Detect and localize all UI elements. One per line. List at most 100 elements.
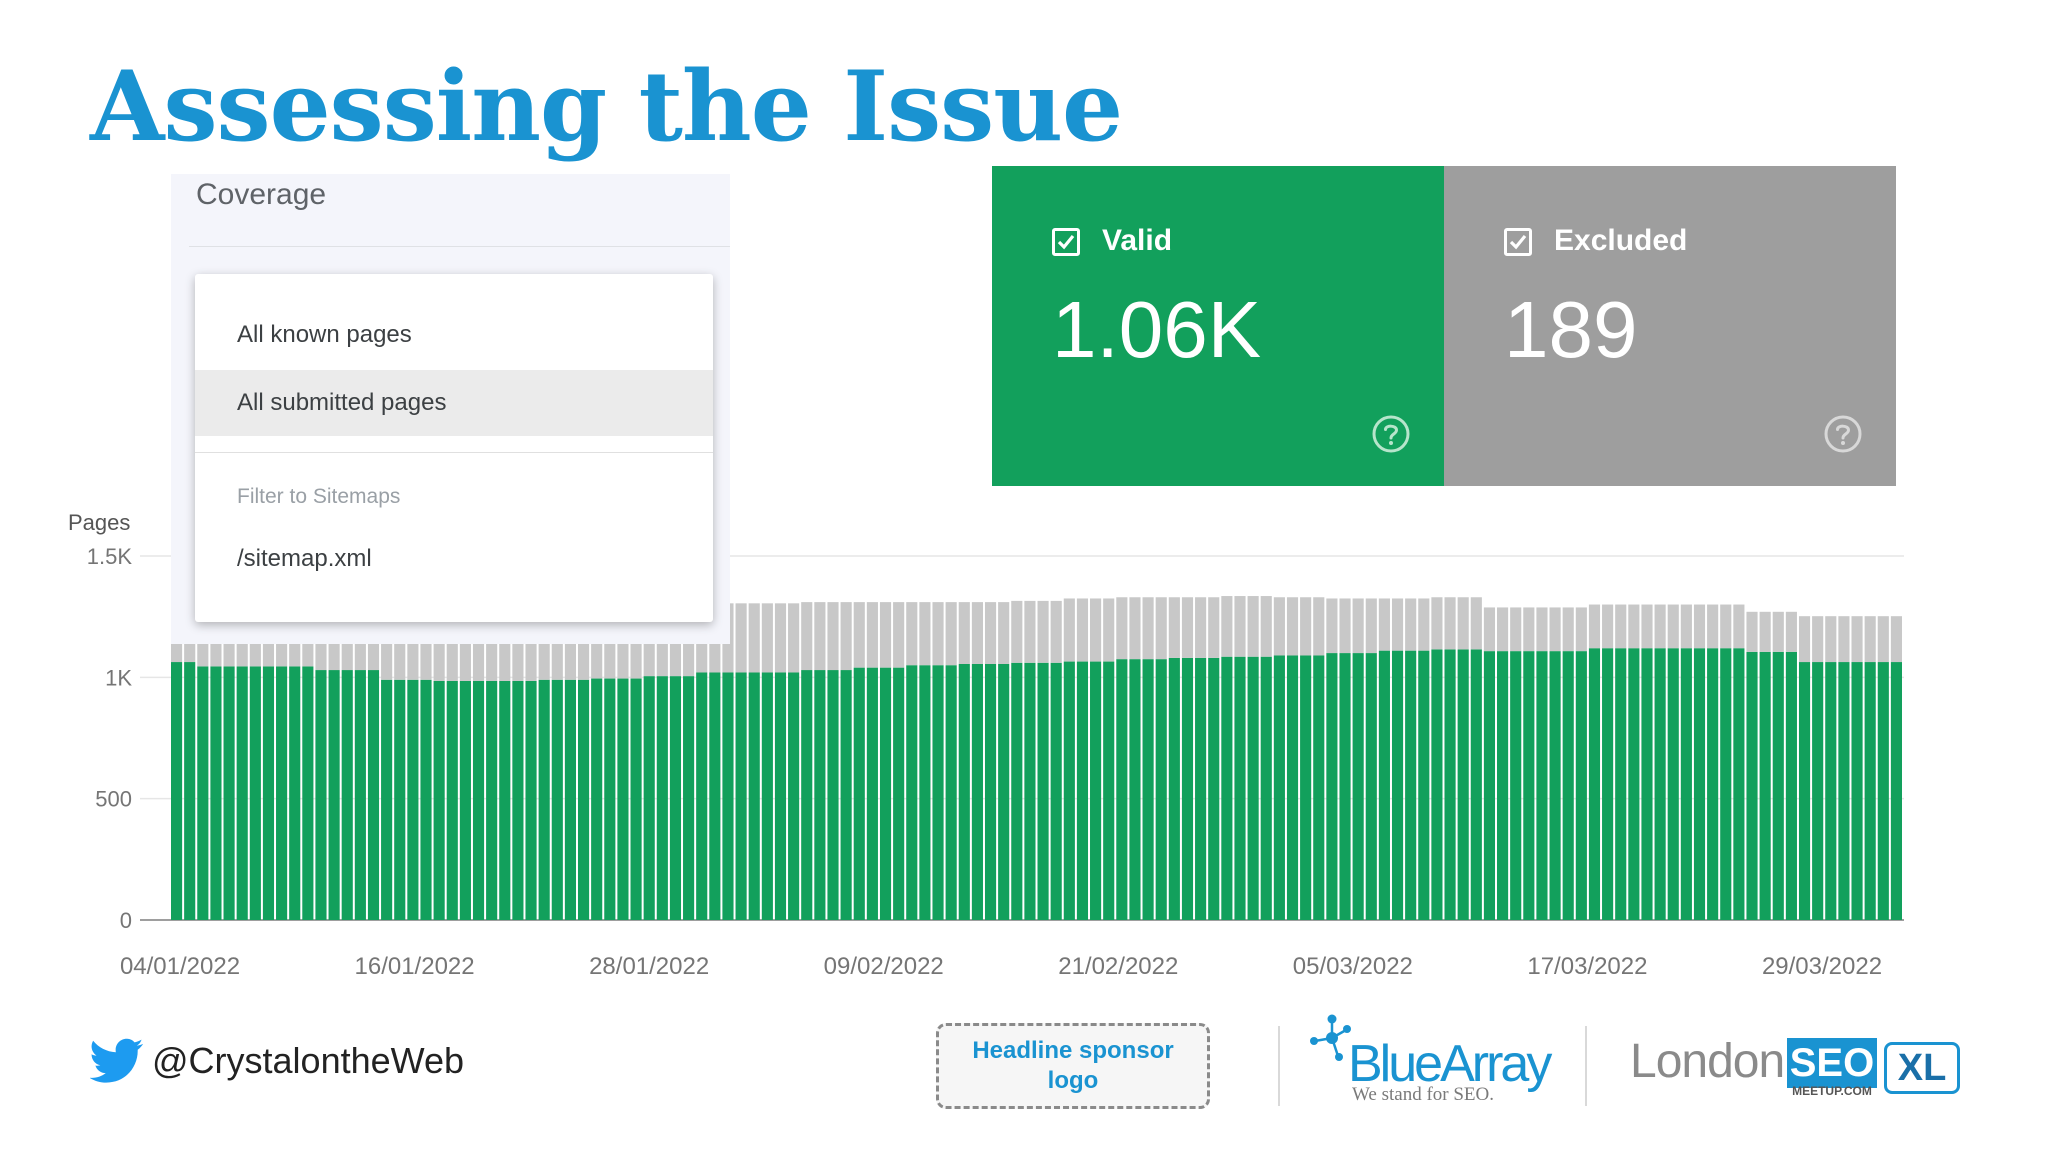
valid-bar xyxy=(223,666,235,920)
x-tick-label: 05/03/2022 xyxy=(1293,953,1413,980)
valid-bar xyxy=(1641,648,1653,920)
coverage-title: Coverage xyxy=(196,178,327,211)
valid-bar xyxy=(591,678,603,920)
valid-bar xyxy=(1300,655,1312,920)
valid-bar xyxy=(1602,648,1614,920)
excluded-bar xyxy=(1654,604,1666,649)
bluearray-logo-icon xyxy=(1310,1014,1351,1061)
valid-bar xyxy=(617,678,629,920)
valid-bar xyxy=(669,676,682,920)
valid-bar xyxy=(893,667,905,920)
valid-bar xyxy=(184,662,196,920)
excluded-bar xyxy=(1103,598,1115,662)
valid-bar xyxy=(643,676,655,920)
excluded-bar xyxy=(1024,600,1036,663)
valid-bar xyxy=(1260,656,1272,920)
excluded-bar xyxy=(577,643,590,680)
excluded-bar xyxy=(551,643,563,680)
excluded-bar xyxy=(394,643,406,680)
coverage-dropdown-menu: All known pages All submitted pages Filt… xyxy=(195,274,713,622)
excluded-bar xyxy=(1129,597,1141,660)
excluded-bar xyxy=(1497,607,1509,652)
valid-bar xyxy=(577,679,590,920)
x-tick-label: 28/01/2022 xyxy=(589,953,709,980)
valid-bar xyxy=(932,665,944,920)
valid-bar xyxy=(1562,651,1574,920)
menu-item-sitemap[interactable]: /sitemap.xml xyxy=(237,545,372,572)
valid-bar xyxy=(722,672,734,920)
valid-bar xyxy=(1378,650,1390,920)
valid-bar xyxy=(1667,648,1679,920)
excluded-bar xyxy=(249,639,261,667)
excluded-bar xyxy=(538,643,550,680)
valid-bar xyxy=(367,670,380,920)
valid-checkbox-icon[interactable] xyxy=(1052,228,1080,256)
excluded-bar xyxy=(840,602,852,671)
excluded-bar xyxy=(735,603,747,673)
excluded-bar xyxy=(1470,597,1482,650)
help-circle-icon[interactable] xyxy=(1371,414,1411,454)
valid-bar xyxy=(525,680,537,920)
valid-bar xyxy=(827,670,839,920)
valid-bar xyxy=(210,666,222,920)
excluded-bar xyxy=(1208,597,1220,658)
y-tick-label: 500 xyxy=(95,787,132,812)
excluded-bar xyxy=(1785,611,1797,652)
excluded-bar xyxy=(1588,604,1601,649)
excluded-bar xyxy=(1707,604,1719,649)
valid-bar xyxy=(1864,662,1876,920)
valid-bar xyxy=(604,678,616,920)
valid-bar xyxy=(1418,650,1430,920)
excluded-bar xyxy=(459,643,471,681)
y-tick-label: 0 xyxy=(120,908,132,933)
excluded-bar xyxy=(1011,600,1023,663)
valid-bar xyxy=(1575,651,1587,920)
help-circle-icon[interactable] xyxy=(1823,414,1863,454)
valid-bar xyxy=(1391,650,1404,920)
valid-bar xyxy=(984,663,997,920)
valid-bar xyxy=(1050,662,1062,920)
excluded-bar xyxy=(315,643,327,671)
excluded-bar xyxy=(1602,604,1614,649)
excluded-bar xyxy=(223,639,235,667)
londonseo-london-text: London xyxy=(1630,1035,1785,1088)
chart-bars xyxy=(171,596,1902,920)
excluded-bar xyxy=(472,643,485,681)
valid-bar xyxy=(958,663,970,920)
menu-item-all-known-pages[interactable]: All known pages xyxy=(237,321,412,348)
excluded-bar xyxy=(814,602,826,671)
excluded-bar xyxy=(1549,607,1561,652)
valid-card[interactable]: Valid 1.06K xyxy=(992,166,1444,486)
sponsor-text: Headline sponsor logo xyxy=(972,1037,1174,1094)
valid-bar xyxy=(709,672,721,920)
menu-item-all-submitted-pages[interactable]: All submitted pages xyxy=(195,370,713,436)
excluded-bar xyxy=(1864,616,1876,663)
excluded-checkbox-icon[interactable] xyxy=(1504,228,1532,256)
excluded-bar xyxy=(1838,616,1850,663)
excluded-bar xyxy=(341,643,353,671)
valid-bar xyxy=(683,676,695,920)
valid-bar xyxy=(171,662,183,920)
excluded-bar xyxy=(289,639,301,667)
excluded-bar xyxy=(354,643,366,671)
excluded-bar xyxy=(262,639,275,667)
excluded-bar xyxy=(407,643,419,680)
excluded-bar xyxy=(381,643,393,680)
valid-bar xyxy=(788,672,800,920)
valid-bar xyxy=(1497,651,1509,920)
excluded-bar xyxy=(1352,598,1364,654)
valid-bar xyxy=(1011,662,1023,920)
excluded-bar xyxy=(932,602,944,666)
valid-bar xyxy=(1037,662,1049,920)
excluded-bar xyxy=(1641,604,1653,649)
excluded-bar xyxy=(1680,604,1692,649)
valid-bar xyxy=(1693,648,1706,920)
excluded-bar xyxy=(1063,598,1075,662)
excluded-bar xyxy=(1168,597,1180,658)
excluded-bar xyxy=(1339,598,1351,654)
valid-bar xyxy=(1510,651,1522,920)
valid-bar xyxy=(1680,648,1692,920)
excluded-card[interactable]: Excluded 189 xyxy=(1444,166,1896,486)
valid-bar xyxy=(197,666,209,920)
